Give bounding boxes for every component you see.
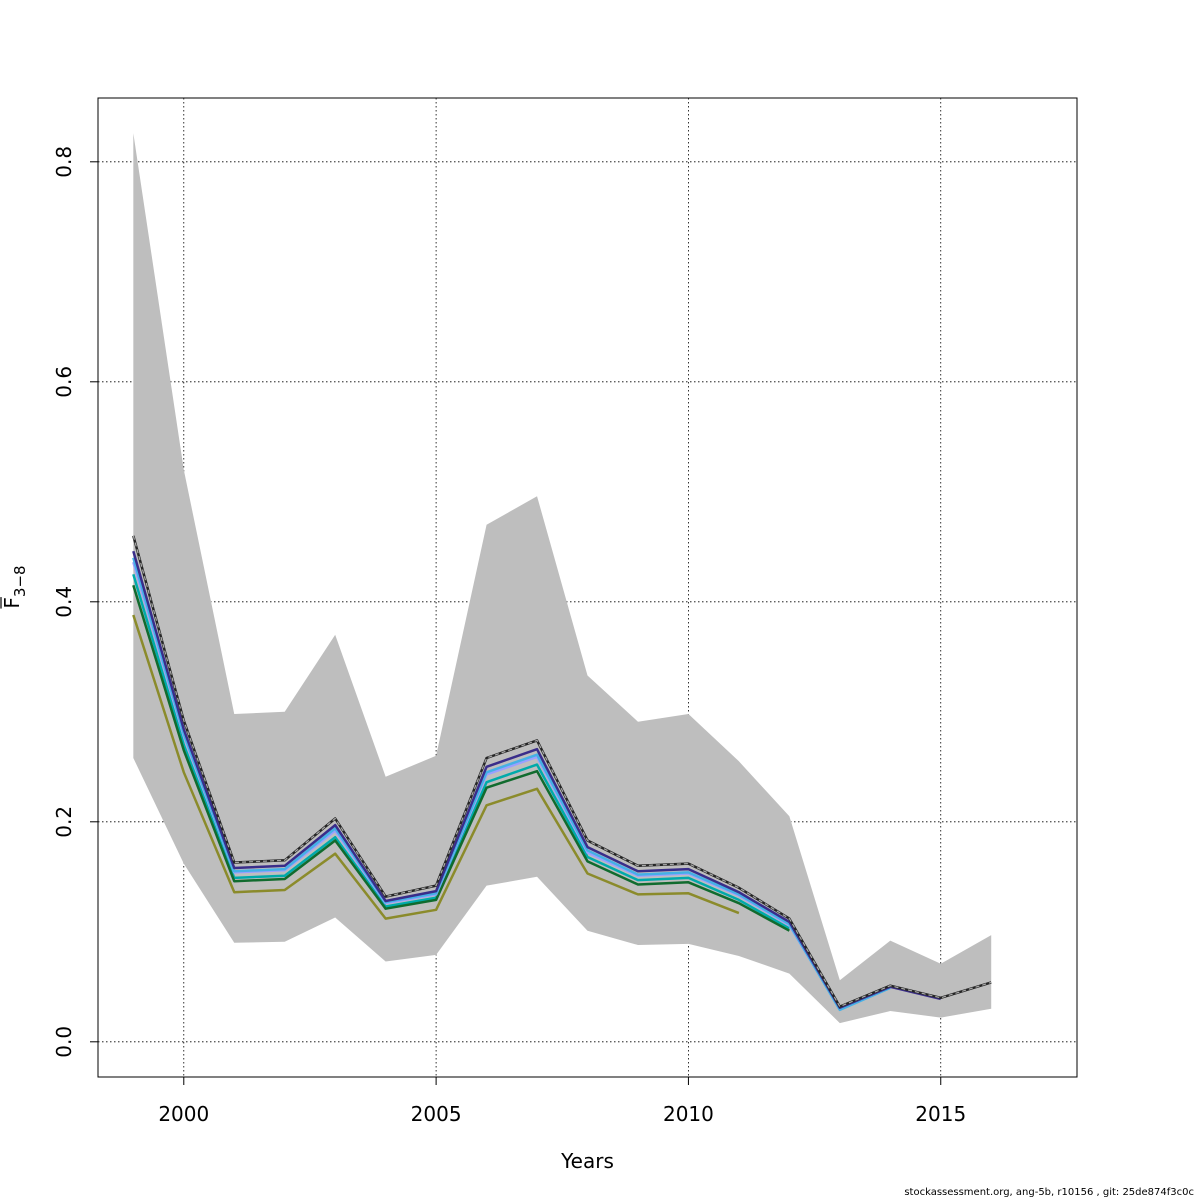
series-line-5 — [132, 557, 891, 1012]
y-tick-label: 0.2 — [52, 806, 76, 838]
x-tick-label: 2010 — [663, 1102, 714, 1126]
series-line-8 — [132, 535, 992, 1008]
series-line-2 — [132, 573, 790, 930]
confidence-band — [133, 133, 992, 1024]
series-line-3 — [132, 584, 790, 932]
x-axis-title: Years — [560, 1149, 614, 1173]
series-layer — [132, 535, 992, 1012]
y-tick-label: 0.4 — [52, 586, 76, 618]
y-tick-label: 0.8 — [52, 146, 76, 178]
series-line-1 — [132, 614, 740, 920]
series-line-6 — [132, 550, 942, 1009]
y-axis-title-subscript: 3−8 — [11, 565, 29, 597]
x-tick-label: 2000 — [158, 1102, 209, 1126]
x-tick-label: 2005 — [411, 1102, 462, 1126]
x-axis: 2000 2005 2010 2015 — [158, 1077, 966, 1126]
y-tick-label: 0.0 — [52, 1026, 76, 1058]
y-axis: 0.0 0.2 0.4 0.6 0.8 — [52, 146, 98, 1058]
y-axis-title: F3−8 — [0, 565, 29, 609]
y-tick-label: 0.6 — [52, 366, 76, 398]
x-tick-label: 2015 — [915, 1102, 966, 1126]
y-axis-title-main: F — [0, 597, 24, 609]
plot-frame — [97, 97, 1078, 1078]
footer-credit: stockassessment.org, ang-5b, r10156 , gi… — [904, 1187, 1194, 1198]
svg-text:F3−8: F3−8 — [0, 565, 29, 608]
confidence-band-layer — [133, 133, 992, 1024]
